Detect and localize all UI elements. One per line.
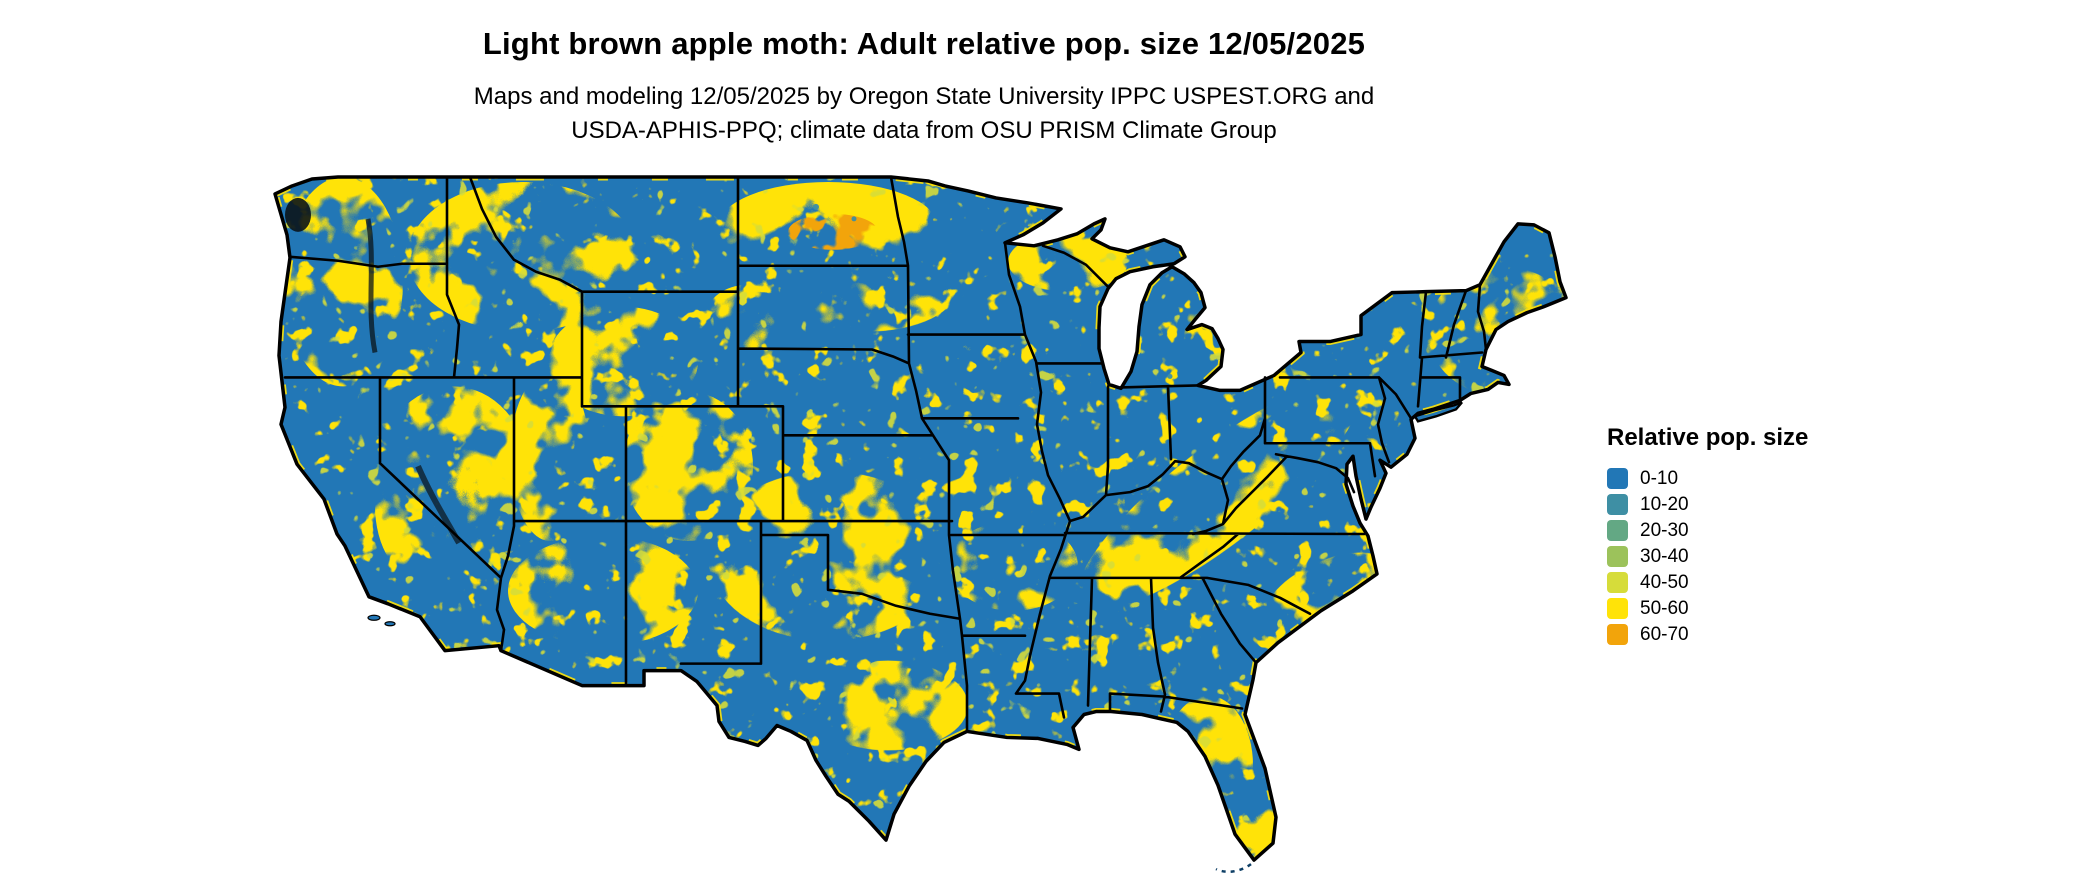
- legend-swatch-0-10: [1607, 468, 1628, 489]
- legend-item-30-40: 30-40: [1607, 546, 1847, 567]
- legend-swatch-60-70: [1607, 624, 1628, 645]
- legend-label-50-60: 50-60: [1640, 597, 1689, 619]
- state-borders: [283, 175, 1488, 733]
- us-population-map: [268, 167, 1568, 885]
- legend-swatch-30-40: [1607, 546, 1628, 567]
- subtitle-line-1: Maps and modeling 12/05/2025 by Oregon S…: [473, 83, 1375, 110]
- legend-swatch-40-50: [1607, 572, 1628, 593]
- legend-label-40-50: 40-50: [1640, 571, 1689, 593]
- legend-item-40-50: 40-50: [1607, 572, 1847, 593]
- us-map-svg: [273, 175, 1568, 874]
- legend-label-0-10: 0-10: [1640, 467, 1679, 489]
- population-raster: [275, 176, 1566, 861]
- legend-swatch-20-30: [1607, 520, 1628, 541]
- legend-item-0-10: 0-10: [1607, 468, 1847, 489]
- legend-item-20-30: 20-30: [1607, 520, 1847, 541]
- legend-label-60-70: 60-70: [1640, 623, 1689, 645]
- legend-item-50-60: 50-60: [1607, 598, 1847, 619]
- legend-label-10-20: 10-20: [1640, 493, 1689, 515]
- page-title: Light brown apple moth: Adult relative p…: [482, 26, 1366, 61]
- legend-item-10-20: 10-20: [1607, 494, 1847, 515]
- legend-swatch-50-60: [1607, 598, 1628, 619]
- legend-title: Relative pop. size: [1607, 424, 1809, 451]
- channel-islands: [367, 614, 396, 627]
- raster-peak-hotspot: [788, 213, 878, 250]
- legend: Relative pop. size 0-10 10-20 20-30 30-4…: [1607, 424, 1847, 650]
- legend-label-20-30: 20-30: [1640, 519, 1689, 541]
- subtitle-line-2: USDA-APHIS-PPQ; climate data from OSU PR…: [571, 117, 1277, 144]
- legend-swatch-10-20: [1607, 494, 1628, 515]
- florida-keys: [1215, 863, 1252, 874]
- legend-item-60-70: 60-70: [1607, 624, 1847, 645]
- raster-speckle-mid: [275, 176, 1566, 861]
- legend-label-30-40: 30-40: [1640, 545, 1689, 567]
- page-subtitle: Maps and modeling 12/05/2025 by Oregon S…: [0, 80, 1848, 148]
